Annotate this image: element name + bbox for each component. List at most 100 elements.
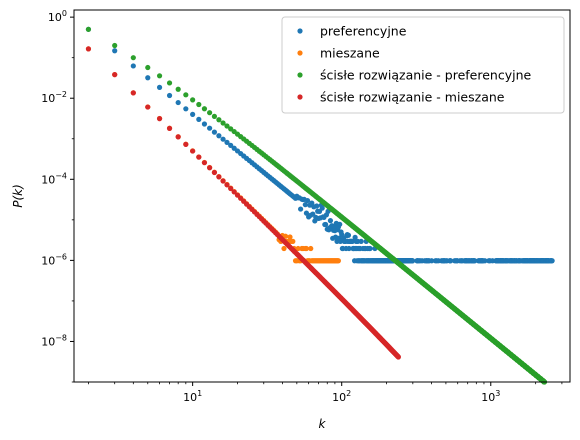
series-3-point-12 — [211, 169, 218, 176]
series-2-point-6 — [175, 86, 181, 92]
series-0-point-11 — [207, 125, 213, 131]
series-3-point-18 — [234, 192, 241, 198]
y-axis-ticks: 100 10−2 10−4 10−6 10−8 — [41, 9, 74, 383]
plot-frame — [73, 9, 571, 383]
series-0-point-109 — [345, 232, 352, 238]
series-0-point-153 — [367, 245, 373, 252]
x-axis-label: k — [319, 417, 327, 431]
series-0-point-57 — [304, 197, 311, 204]
y-tick-label-0: 100 — [48, 9, 67, 24]
series-0-point-7 — [183, 106, 189, 112]
x-tick-label-1: 102 — [332, 389, 351, 404]
series-3-point-14 — [220, 178, 226, 184]
series-0-point-3 — [145, 75, 151, 81]
series-1-point-49 — [295, 245, 301, 252]
series-0-point-51 — [298, 206, 304, 212]
legend-marker-1 — [297, 50, 303, 56]
series-0-point-5 — [166, 92, 173, 99]
series-0-point-95 — [337, 221, 343, 227]
series-0-point-2 — [130, 63, 136, 69]
series-3-point-16 — [228, 185, 234, 192]
x-axis-ticks: 101 102 103 — [88, 382, 563, 404]
series-0-point-4 — [156, 84, 163, 90]
series-2-point-3 — [145, 64, 151, 71]
series-0-point-56 — [303, 210, 310, 216]
series-3 — [85, 46, 401, 360]
series-0-point-13 — [216, 133, 222, 139]
series-2-point-13 — [216, 117, 222, 123]
series-0-point-15 — [224, 139, 230, 145]
series-2-point-2 — [130, 55, 136, 61]
x-tick-label-0: 101 — [183, 389, 202, 404]
series-3-point-6 — [175, 134, 181, 140]
series-2-point-1 — [112, 42, 118, 49]
series-3-point-11 — [207, 165, 213, 171]
y-tick-label-1: 10−2 — [41, 90, 67, 105]
series-3-point-7 — [183, 141, 189, 147]
series-3-point-17 — [231, 189, 237, 195]
series-0-point-121 — [352, 234, 358, 240]
series-3-point-1 — [112, 72, 118, 78]
series-3-point-3 — [145, 104, 151, 110]
series-0-point-297 — [410, 258, 416, 264]
series-0-point-98 — [339, 231, 345, 238]
y-axis-label: P(k) — [11, 184, 25, 208]
series-0-point-14 — [220, 136, 226, 142]
series-0-point-133 — [358, 238, 364, 244]
series-2-point-12 — [211, 113, 218, 119]
series-0-point-358 — [482, 258, 488, 264]
series-2 — [85, 26, 547, 385]
series-3-point-10 — [201, 160, 208, 166]
series-2-point-15 — [224, 123, 230, 129]
series-2-point-11 — [207, 110, 213, 116]
series-0-point-12 — [211, 129, 218, 135]
series-2-point-9 — [196, 101, 202, 108]
series-0-point-76 — [323, 221, 329, 228]
series-3-point-5 — [166, 125, 173, 132]
series-0-point-310 — [429, 258, 435, 264]
series-2-point-10 — [201, 106, 208, 112]
series-0-point-6 — [175, 99, 181, 106]
y-tick-label-2: 10−4 — [41, 171, 67, 186]
y-tick-label-3: 10−6 — [41, 252, 67, 267]
legend-label-3: ścisłe rozwiązanie - mieszane — [320, 90, 505, 105]
series-3-point-13 — [216, 174, 222, 180]
legend-label-0: preferencyjne — [320, 24, 407, 39]
series-2-point-14 — [220, 120, 226, 126]
series-1-point-43 — [287, 234, 293, 240]
series-0-point-55 — [302, 202, 308, 208]
legend-box — [281, 16, 565, 114]
series-0-point-323 — [448, 258, 454, 264]
series-0-point-116 — [349, 238, 356, 244]
series-2-point-8 — [190, 97, 196, 103]
series-1-point-39 — [281, 245, 287, 252]
series-2-point-16 — [228, 126, 234, 132]
series-2-point-4 — [156, 73, 163, 79]
series-1-point-93 — [335, 258, 341, 264]
series-1-point-40 — [282, 233, 289, 239]
series-0-point-82 — [327, 218, 334, 224]
series-3-point-8 — [190, 148, 196, 154]
series-0-point-66 — [314, 203, 320, 209]
series-3-point-0 — [85, 46, 92, 52]
series-0-point-348 — [472, 258, 478, 264]
legend-label-2: ścisłe rozwiązanie - preferencyjne — [320, 68, 532, 83]
series-0-point-110 — [346, 245, 352, 252]
legend-marker-3 — [297, 94, 303, 100]
series-3-point-15 — [224, 182, 230, 188]
series-0 — [85, 26, 555, 264]
y-tick-label-4: 10−8 — [41, 333, 67, 348]
series-0-point-16 — [228, 142, 234, 148]
series-3-point-2 — [130, 90, 136, 96]
series-1-point-60 — [308, 245, 314, 252]
series-0-point-495 — [549, 258, 555, 264]
series-0-point-8 — [190, 111, 196, 117]
series-2-point-5 — [166, 80, 173, 86]
series-2-point-0 — [85, 26, 92, 32]
series-0-point-9 — [196, 116, 202, 122]
legend-label-1: mieszane — [320, 46, 380, 61]
legend-marker-2 — [297, 72, 303, 78]
x-tick-label-2: 103 — [481, 389, 500, 404]
series-0-point-72 — [319, 205, 325, 211]
